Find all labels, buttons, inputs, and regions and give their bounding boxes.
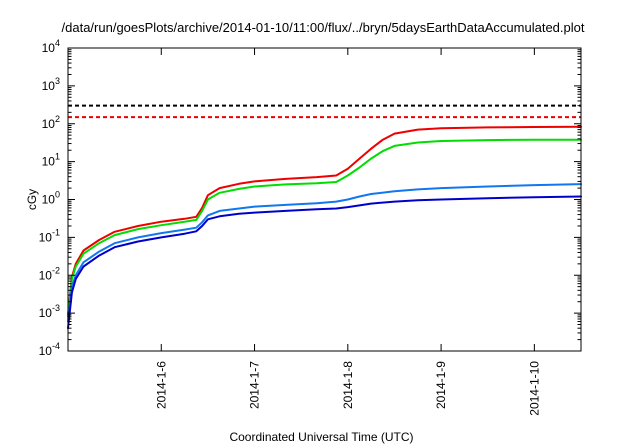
y-tick-label: 10-3 <box>39 303 60 320</box>
x-tick-label: 2014-1-8 <box>341 361 355 409</box>
series-group <box>67 125 582 330</box>
y-tick-label: 100 <box>42 190 60 207</box>
y-tick-label: 102 <box>42 114 60 131</box>
y-tick-label: 10-4 <box>39 341 60 358</box>
reference-lines <box>68 104 581 119</box>
x-axis-label: Coordinated Universal Time (UTC) <box>229 430 413 444</box>
y-tick-label: 103 <box>42 76 60 93</box>
plot-frame <box>67 47 582 352</box>
series-line <box>67 195 582 330</box>
y-tick-label: 10-1 <box>39 227 60 244</box>
series-line <box>67 138 582 318</box>
y-tick-label: 104 <box>42 38 60 55</box>
chart-title: /data/run/goesPlots/archive/2014-01-10/1… <box>62 20 585 35</box>
series-line <box>67 183 582 323</box>
series-line <box>67 125 582 316</box>
x-tick-label: 2014-1-7 <box>248 361 262 409</box>
y-axis: 10-4 10-3 10-2 10-1 100 101 102 103 104 <box>39 38 581 358</box>
x-tick-label: 2014-1-6 <box>154 361 168 409</box>
x-axis: 2014-1-6 2014-1-7 2014-1-8 2014-1-9 2014-1-1… <box>154 48 541 416</box>
y-tick-label: 10-2 <box>39 265 60 282</box>
y-tick-label: 101 <box>42 152 60 169</box>
x-tick-label: 2014-1-10 <box>527 361 541 416</box>
x-tick-label: 2014-1-9 <box>434 361 448 409</box>
y-axis-label: cGy <box>25 189 39 210</box>
